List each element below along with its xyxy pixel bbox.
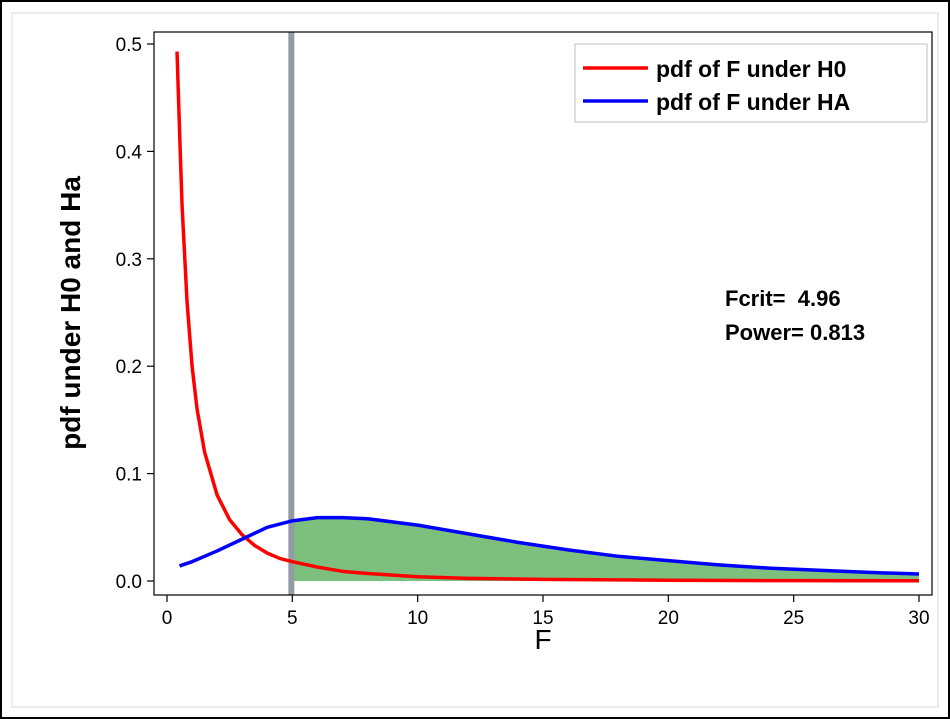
annotation-power-value: 0.813 [810, 320, 865, 345]
h0-curve [175, 51, 920, 583]
x-tick-label: 30 [908, 608, 929, 629]
annotation-fcrit-label: Fcrit= [725, 286, 786, 311]
x-tick-label: 0 [162, 608, 173, 629]
y-tick-label: 0.3 [116, 250, 142, 271]
x-tick-label: 25 [783, 608, 804, 629]
annotation-power: Power= 0.813 [725, 320, 865, 345]
legend-label-ha: pdf of F under HA [656, 89, 850, 115]
legend-label-h0: pdf of F under H0 [656, 56, 846, 82]
chart-marks [175, 32, 920, 595]
ha-curve [178, 515, 920, 576]
legend-box [574, 43, 928, 123]
y-axis: 0.0 0.1 0.2 0.3 0.4 0.5 [116, 35, 154, 593]
annotation-block: Fcrit= 4.96 Power= 0.813 [725, 286, 865, 345]
annotation-fcrit: Fcrit= 4.96 [725, 286, 841, 311]
annotation-power-label: Power= [725, 320, 804, 345]
x-tick-label: 5 [287, 608, 298, 629]
y-tick-label: 0.0 [116, 572, 142, 593]
y-tick-label: 0.1 [116, 465, 142, 486]
power-shaded-region [291, 517, 920, 581]
plot-background [154, 32, 932, 595]
plot-area [153, 31, 933, 596]
y-tick-label: 0.5 [116, 35, 142, 56]
y-axis-title: pdf under H0 and Ha [55, 176, 86, 450]
annotation-fcrit-value: 4.96 [798, 286, 841, 311]
x-tick-label: 10 [407, 608, 428, 629]
y-tick-label: 0.2 [116, 357, 142, 378]
x-tick-label: 20 [658, 608, 679, 629]
x-axis: 0 5 10 15 20 25 30 [162, 595, 930, 629]
x-tick-label: 15 [532, 608, 553, 629]
y-tick-label: 0.4 [116, 142, 143, 163]
x-axis-title: F [534, 624, 551, 655]
legend: pdf of F under H0 pdf of F under HA [574, 43, 928, 123]
